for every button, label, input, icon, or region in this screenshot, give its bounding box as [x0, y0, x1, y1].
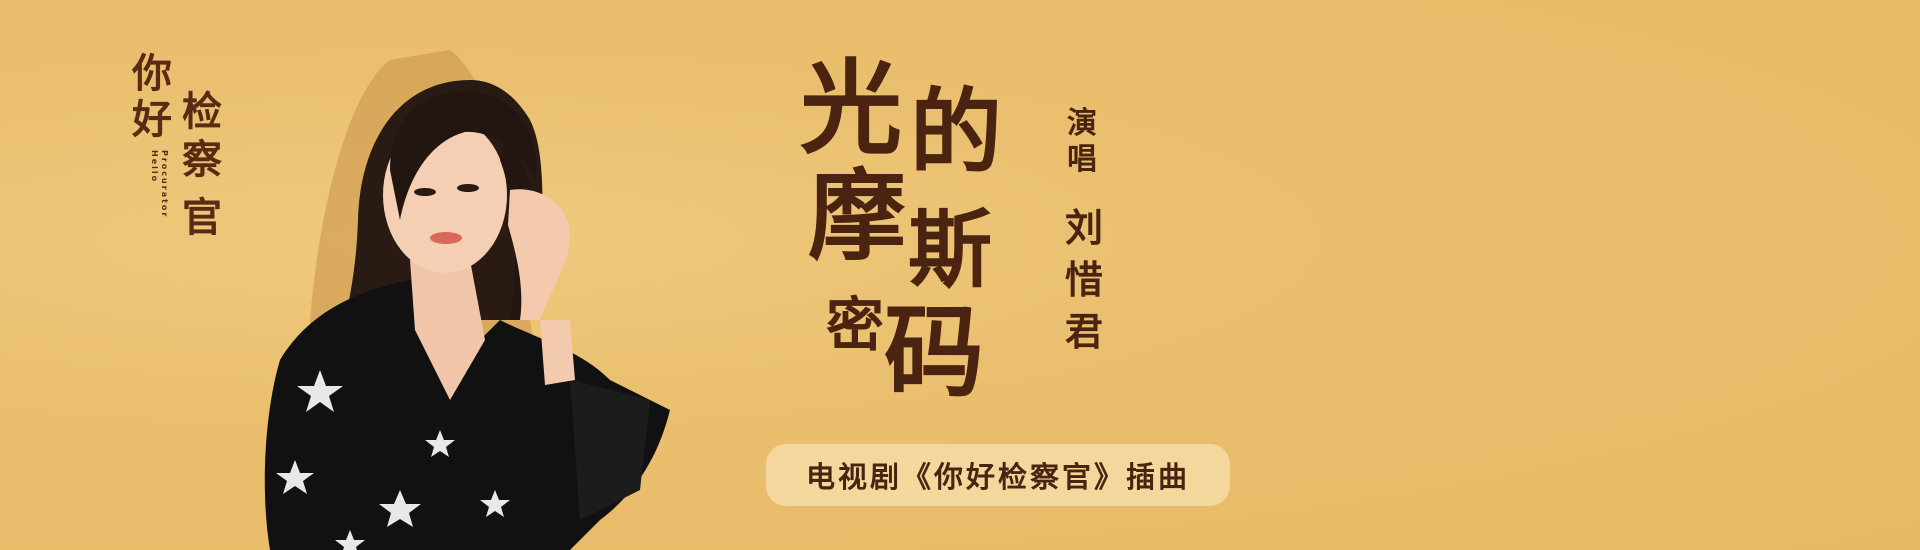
- logo-english-line: Procurator: [160, 150, 169, 219]
- singer-photo: [240, 20, 700, 550]
- song-title-char: 光: [800, 49, 902, 169]
- logo-english-line: Hello: [150, 150, 159, 184]
- singer-illustration: [264, 50, 670, 550]
- performer-name: 刘 惜 君: [1064, 205, 1103, 354]
- song-title-char: 斯: [908, 200, 993, 299]
- logo-char: 官: [182, 194, 222, 241]
- drama-logo: 你 好 检 察 官 Hello Procurator: [128, 50, 248, 260]
- logo-char: 察: [182, 136, 222, 183]
- logo-char: 检: [182, 88, 222, 135]
- song-title-char: 码: [884, 293, 984, 411]
- performer-label: 演 唱: [1067, 106, 1101, 177]
- song-title-char: 的: [910, 78, 1003, 186]
- subtitle-pill: 电视剧《你好检察官》插曲: [766, 444, 1230, 506]
- song-title: 光 的 摩 斯 密 码: [790, 50, 1030, 430]
- subtitle-text: 电视剧《你好检察官》插曲: [805, 460, 1190, 494]
- performer-credit: 演 唱 刘 惜 君: [1054, 106, 1114, 358]
- song-title-char: 密: [826, 291, 885, 359]
- logo-char: 你: [132, 50, 172, 97]
- song-title-char: 摩: [808, 159, 907, 274]
- logo-char: 好: [132, 96, 172, 143]
